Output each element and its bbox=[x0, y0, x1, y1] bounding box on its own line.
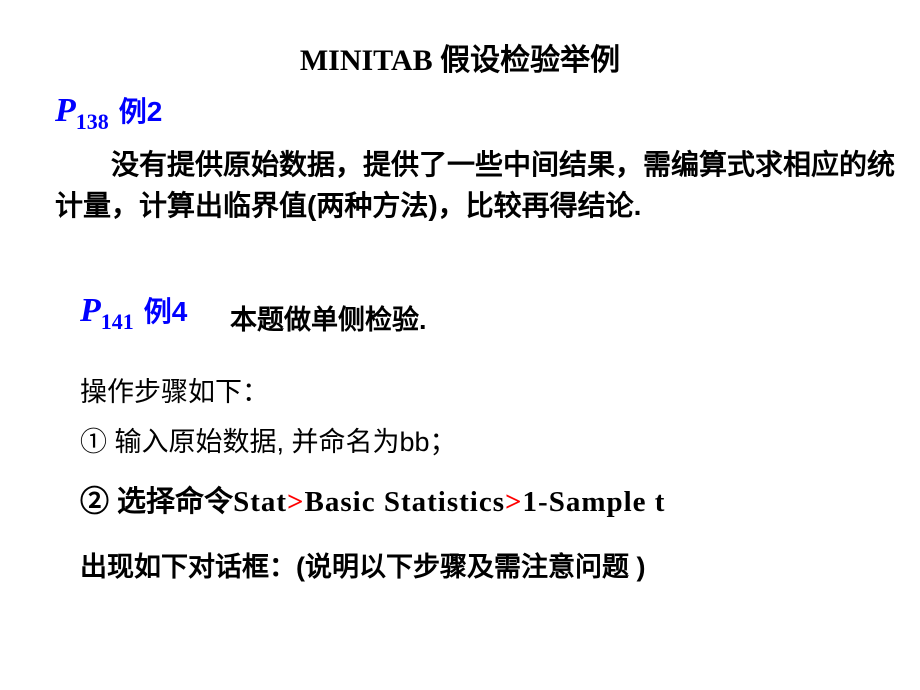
cmd-basic-statistics: Basic Statistics bbox=[305, 486, 505, 518]
ref-p-letter: P bbox=[80, 292, 101, 329]
page-title: MINITAB 假设检验举例 bbox=[0, 0, 920, 79]
step-2: ② 选择命令Stat>Basic Statistics>1-Sample t bbox=[80, 478, 665, 520]
ref-example-label: 例2 bbox=[119, 96, 163, 127]
ref-p-subscript: 138 bbox=[76, 109, 109, 134]
ref-p-subscript: 141 bbox=[101, 309, 134, 334]
gt-separator: > bbox=[287, 486, 305, 518]
step-1: ① 输入原始数据, 并命名为bb； bbox=[80, 420, 457, 459]
dialog-note: 出现如下对话框：(说明以下步骤及需注意问题 ) bbox=[80, 545, 645, 584]
cmd-1-sample-t: 1-Sample t bbox=[523, 486, 666, 518]
paragraph-description: 没有提供原始数据，提供了一些中间结果，需编算式求相应的统计量，计算出临界值(两种… bbox=[55, 145, 895, 226]
gt-separator: > bbox=[505, 486, 523, 518]
side-note: 本题做单侧检验. bbox=[230, 298, 427, 337]
steps-intro: 操作步骤如下： bbox=[80, 370, 269, 409]
step-2-prefix: ② 选择命令 bbox=[80, 486, 233, 518]
cmd-stat: Stat bbox=[233, 486, 287, 518]
reference-p138-ex2: P138 例2 bbox=[55, 90, 162, 131]
paragraph-text: 没有提供原始数据，提供了一些中间结果，需编算式求相应的统计量，计算出临界值(两种… bbox=[55, 149, 895, 221]
reference-p141-ex4: P141 例4 bbox=[80, 290, 187, 331]
ref-p-letter: P bbox=[55, 92, 76, 129]
ref-example-label: 例4 bbox=[144, 296, 188, 327]
